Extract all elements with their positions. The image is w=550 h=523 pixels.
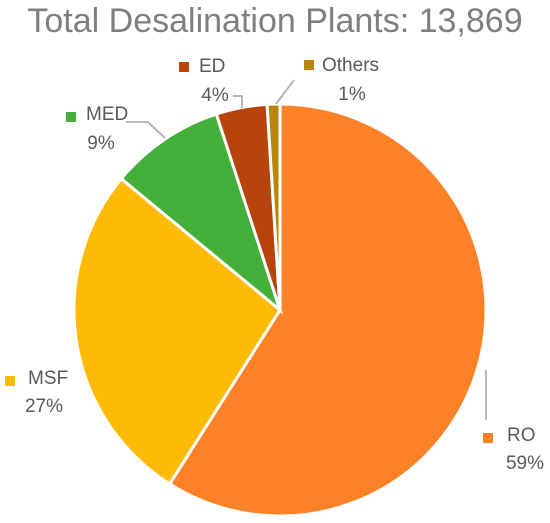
label-swatch-ro	[483, 433, 493, 443]
category-label-others: Others	[322, 55, 379, 76]
pie-slice-med	[119, 112, 284, 315]
value-label-msf: 27%	[25, 396, 63, 417]
pie-slice-ro	[167, 102, 488, 518]
chart-title: Total Desalination Plants: 13,869	[27, 2, 522, 40]
leader-lines	[126, 79, 487, 420]
value-label-others: 1%	[338, 84, 366, 105]
label-swatch-ed	[179, 62, 189, 72]
leader-line-others	[275, 79, 295, 105]
category-label-msf: MSF	[28, 368, 68, 389]
label-swatch-med	[66, 112, 76, 122]
category-label-ed: ED	[199, 56, 225, 77]
leader-line-ed	[233, 95, 243, 108]
category-label-med: MED	[86, 104, 128, 125]
label-swatch-msf	[5, 376, 15, 386]
pie-slice-others	[265, 102, 282, 311]
data-labels: RO 59% MSF 27% MED 9% ED 4% Others 1%	[5, 55, 544, 474]
pie-slices	[72, 102, 488, 518]
value-label-med: 9%	[87, 133, 115, 154]
category-label-ro: RO	[507, 425, 536, 446]
label-swatch-others	[304, 60, 314, 70]
pie-slice-msf	[72, 176, 282, 487]
value-label-ro: 59%	[506, 453, 544, 474]
leader-line-med	[126, 121, 166, 139]
value-label-ed: 4%	[201, 85, 229, 106]
